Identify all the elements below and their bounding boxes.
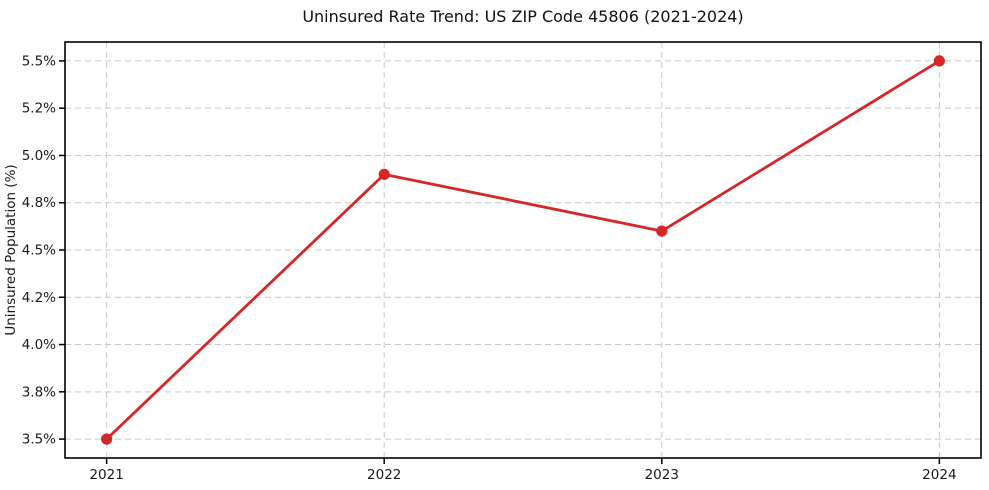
- y-tick-label: 4.2%: [22, 290, 56, 306]
- chart-title: Uninsured Rate Trend: US ZIP Code 45806 …: [302, 7, 744, 26]
- y-tick-label: 4.8%: [22, 195, 56, 211]
- x-tick-label: 2024: [922, 467, 956, 483]
- x-tick-label: 2022: [367, 467, 401, 483]
- x-tick-label: 2021: [89, 467, 123, 483]
- y-tick-label: 3.5%: [22, 432, 56, 448]
- x-tick-label: 2023: [645, 467, 679, 483]
- y-tick-label: 5.5%: [22, 53, 56, 69]
- y-tick-label: 4.0%: [22, 337, 56, 353]
- plot-border: [64, 41, 982, 459]
- y-tick-label: 5.0%: [22, 148, 56, 164]
- data-point-marker: [933, 55, 945, 67]
- y-tick-label: 3.8%: [22, 384, 56, 400]
- data-point-marker: [101, 433, 113, 445]
- data-point-marker: [378, 168, 390, 180]
- y-tick-label: 4.5%: [22, 243, 56, 259]
- y-tick-label: 5.2%: [22, 101, 56, 117]
- trend-line: [105, 59, 941, 441]
- data-point-marker: [656, 225, 668, 237]
